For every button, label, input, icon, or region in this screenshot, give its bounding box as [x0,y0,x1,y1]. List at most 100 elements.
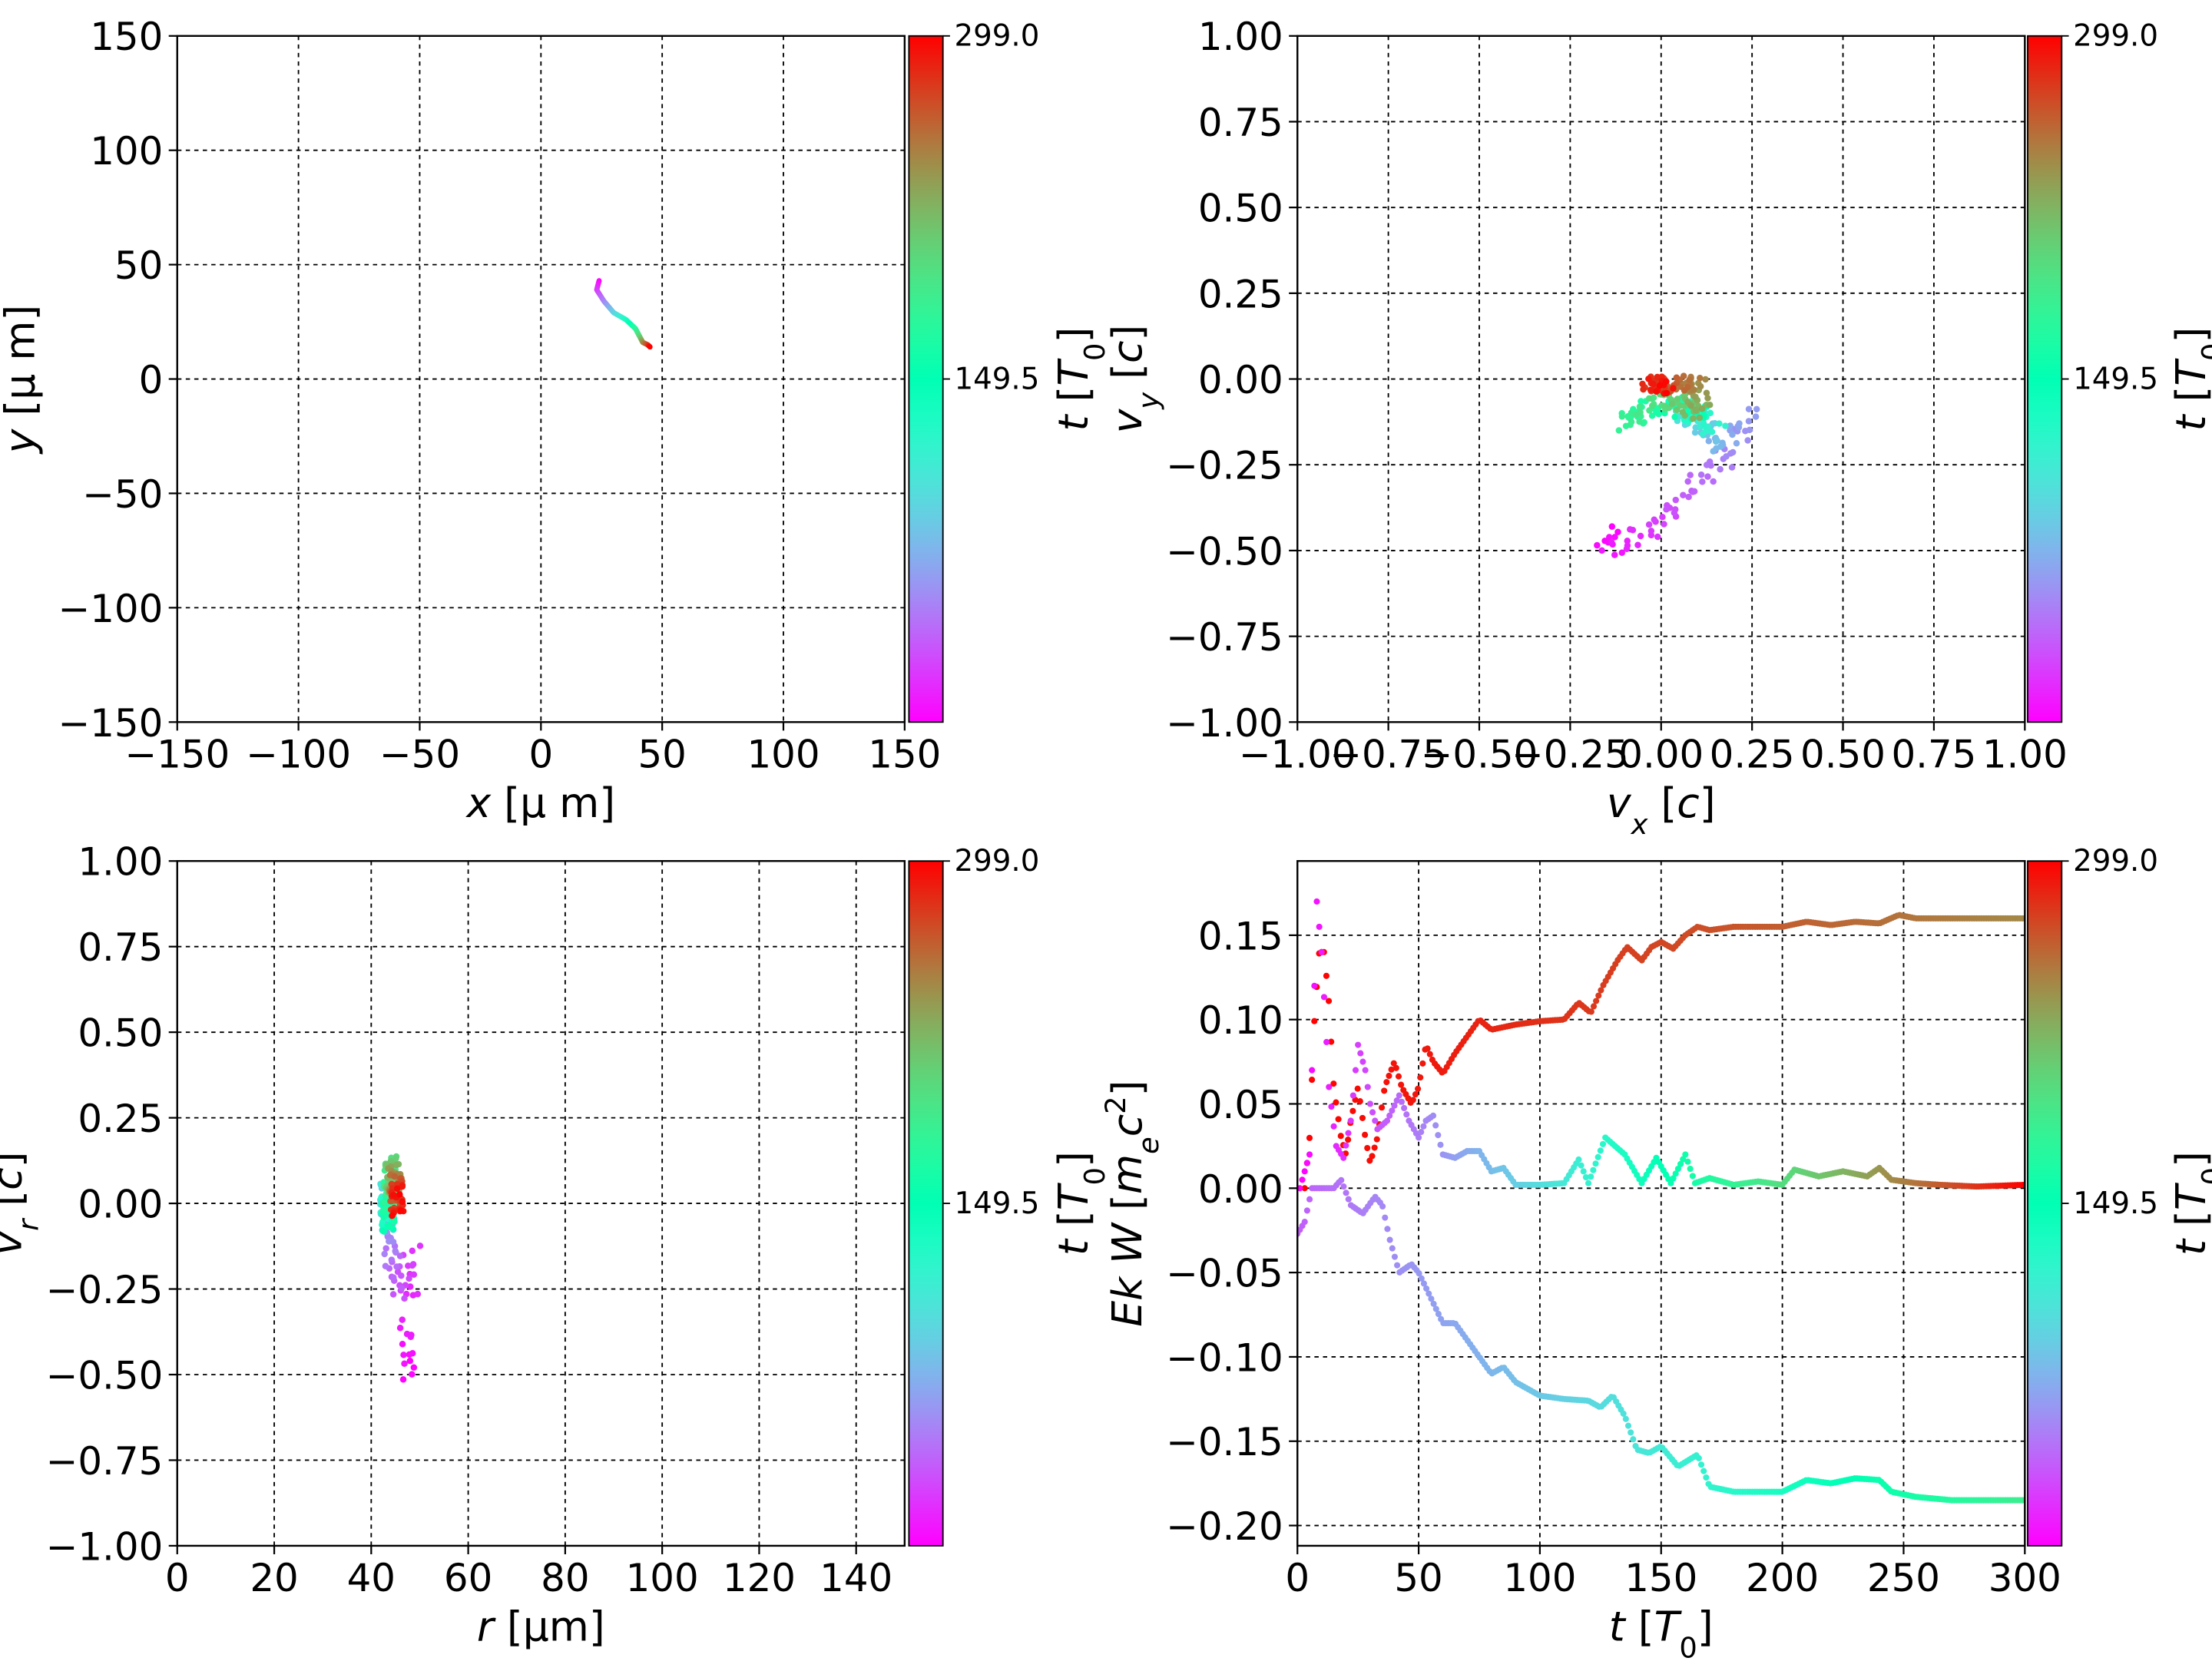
series-2-point [1369,1109,1376,1116]
scatter-point [1598,547,1605,554]
series-2-point [1403,1111,1410,1118]
series-2-point [1432,1122,1439,1129]
scatter-point [1697,382,1704,390]
series-2-point [1597,1147,1604,1154]
series-1-point [1306,1134,1313,1141]
series-1-point [1390,1060,1397,1067]
scatter-point [1614,528,1621,536]
scatter-point [1618,413,1626,420]
scatter-point [399,1198,406,1206]
x-tick-label: 100 [626,1556,699,1600]
x-tick-label: 1.00 [1982,732,2068,776]
series-1-point [1366,1157,1373,1164]
series-1-point [1417,1074,1424,1081]
series-2-point [1578,1162,1584,1169]
y-tick-label: 0.00 [1198,1167,1283,1212]
series-2-point [1580,1168,1587,1175]
y-tick-label: −100 [58,587,163,631]
label-part: ] [1697,1603,1714,1651]
scatter-point [397,1207,405,1214]
scatter-point [390,1274,397,1281]
y-tick-label: 0.50 [78,1011,163,1056]
y-tick-label: −0.15 [1166,1420,1283,1464]
label-part: 2 [1099,1096,1132,1113]
colorbar: 149.5 299.0 t [T0] [2027,844,2212,1547]
series-2-point [1362,1067,1369,1074]
series-2-point [1588,1173,1594,1180]
series-1-point [1330,1080,1337,1087]
label-part: t [1609,1603,1627,1651]
label-part: v [0,1230,31,1256]
y-tick-label: 0.50 [1198,187,1283,231]
series-2-point [1299,1176,1306,1183]
scatter-point [1687,472,1694,478]
label-part: y [0,428,44,455]
series-2-point [1345,1130,1352,1137]
scatter-point [409,1247,416,1255]
scatter-point [1679,409,1686,415]
label-part: m [1103,1154,1151,1194]
x-axis-label: x [μ m] [465,779,615,827]
scatter-point [399,1341,406,1348]
scatter-point [1648,412,1656,419]
series-1-point [1590,1003,1598,1010]
series-1-point [1333,1099,1339,1106]
colorbar-tick-label: 149.5 [2073,1186,2158,1221]
label-part: T [1049,1182,1098,1210]
scatter-point [386,1238,392,1245]
x-tick-label: 300 [1988,1556,2061,1600]
scatter-point [392,1161,400,1169]
series-1-point [1328,1038,1335,1045]
series-2-point [1386,1112,1393,1119]
series-1-point [1409,1097,1416,1104]
scatter-point [1645,395,1653,402]
axes-frame [176,35,906,723]
scatter-point [1659,514,1666,521]
series-1-point [1388,1066,1395,1073]
x-tick-label: 250 [1867,1556,1940,1600]
series-2-point [1383,1117,1391,1124]
scatter-point [1745,418,1753,425]
scatter-point [410,1271,418,1279]
scatter-point [1698,405,1706,412]
series-2-point [1674,1165,1681,1173]
subplots: −150 −100 −50 0 50 100 150 −150 −100 −50 0 50 100 150… [0,15,2212,1664]
y-tick-label: −0.50 [1166,529,1283,574]
series-3-point [1303,1207,1310,1214]
scatter-point [392,1247,399,1255]
scatter-point [386,1223,393,1230]
scatter-point [1710,448,1717,455]
scatter-point [409,1262,416,1269]
y-tick-label: −0.75 [46,1439,164,1484]
series-2-point [1592,1160,1599,1167]
label-part: t [2167,1238,2212,1256]
series-1-point [1383,1079,1390,1086]
series-1-point [1349,1107,1356,1114]
label-part: ] [1049,1151,1098,1167]
scatter-point [390,1192,397,1199]
series-3-point [1426,1290,1432,1297]
series-2-point [1359,1058,1366,1065]
x-tick-label: 200 [1746,1556,1819,1600]
scatter-point [1654,533,1661,541]
series-3-point [1416,1270,1422,1277]
label-part: y [1132,392,1165,410]
scatter-point [1670,385,1677,392]
series-2-point [1418,1129,1425,1136]
scatter-point [1671,413,1678,421]
label-part: 0 [1679,1631,1697,1664]
scatter-point [1645,521,1653,528]
scatter-point [416,1242,424,1249]
series-2-point [1416,1134,1422,1141]
y-tick-label: −0.05 [1166,1252,1283,1296]
series-3-point [1428,1295,1435,1302]
subplot-3: 0 20 40 60 80 100 120 140 −1.00 −0.75 −0.50 −0.25 0.… [0,840,1111,1651]
label-part: [ [1625,1603,1654,1651]
label-part: r [477,1603,496,1651]
series-1-point [1392,1064,1399,1071]
label-part: c [1103,1114,1151,1137]
axes-frame [176,860,906,1547]
scatter-point [398,1272,405,1279]
scatter-point [1704,473,1711,480]
series-2-point [1326,1084,1333,1090]
